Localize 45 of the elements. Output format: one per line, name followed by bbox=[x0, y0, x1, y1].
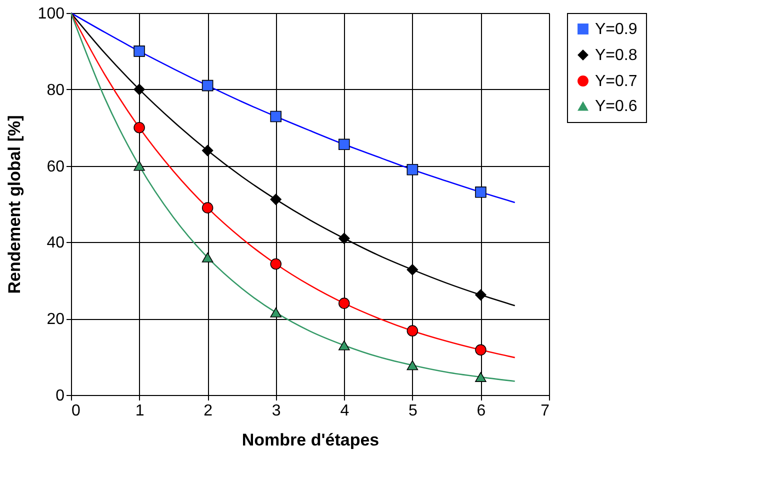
legend-label: Y=0.6 bbox=[595, 98, 638, 115]
point bbox=[338, 340, 350, 350]
point bbox=[406, 264, 418, 276]
point bbox=[338, 298, 350, 309]
y-axis-title: Rendement global [%] bbox=[4, 115, 24, 294]
point bbox=[202, 252, 214, 262]
point bbox=[202, 80, 214, 92]
point bbox=[406, 164, 418, 176]
y-tick-label: 20 bbox=[46, 311, 65, 328]
y-tick-label: 40 bbox=[46, 234, 65, 252]
legend-label: Y=0.7 bbox=[595, 73, 638, 90]
y-tick-label: 100 bbox=[38, 6, 65, 22]
point bbox=[338, 232, 350, 244]
point bbox=[475, 372, 486, 382]
x-tick-label: 0 bbox=[72, 402, 80, 420]
x-tick-label: 4 bbox=[340, 402, 350, 420]
point bbox=[406, 360, 418, 370]
point bbox=[202, 202, 214, 214]
point bbox=[134, 46, 145, 57]
point bbox=[475, 289, 486, 301]
x-tick-label: 7 bbox=[540, 402, 550, 420]
y-tick-label: 80 bbox=[46, 82, 65, 99]
point bbox=[134, 160, 145, 171]
x-tick-label: 2 bbox=[204, 402, 213, 420]
point bbox=[270, 308, 282, 318]
x-tick-label: 5 bbox=[408, 402, 418, 420]
point bbox=[134, 84, 145, 96]
y-tick-label: 0 bbox=[56, 388, 65, 404]
point bbox=[270, 258, 282, 270]
y-tick-label: 60 bbox=[46, 158, 65, 176]
point bbox=[270, 110, 282, 122]
x-tick-label: 6 bbox=[476, 402, 486, 420]
point bbox=[270, 194, 282, 206]
legend-label: Y=0.9 bbox=[595, 21, 638, 38]
legend-label: Y=0.8 bbox=[595, 47, 638, 64]
x-axis-title: Nombre d'étapes bbox=[242, 430, 380, 450]
x-tick-label: 3 bbox=[272, 402, 281, 420]
point bbox=[338, 138, 350, 150]
point bbox=[202, 144, 214, 156]
point bbox=[475, 344, 486, 356]
x-tick-label: 1 bbox=[135, 402, 144, 420]
point bbox=[406, 325, 418, 336]
point bbox=[134, 122, 145, 134]
point bbox=[475, 186, 486, 198]
line-series bbox=[70, 12, 516, 204]
